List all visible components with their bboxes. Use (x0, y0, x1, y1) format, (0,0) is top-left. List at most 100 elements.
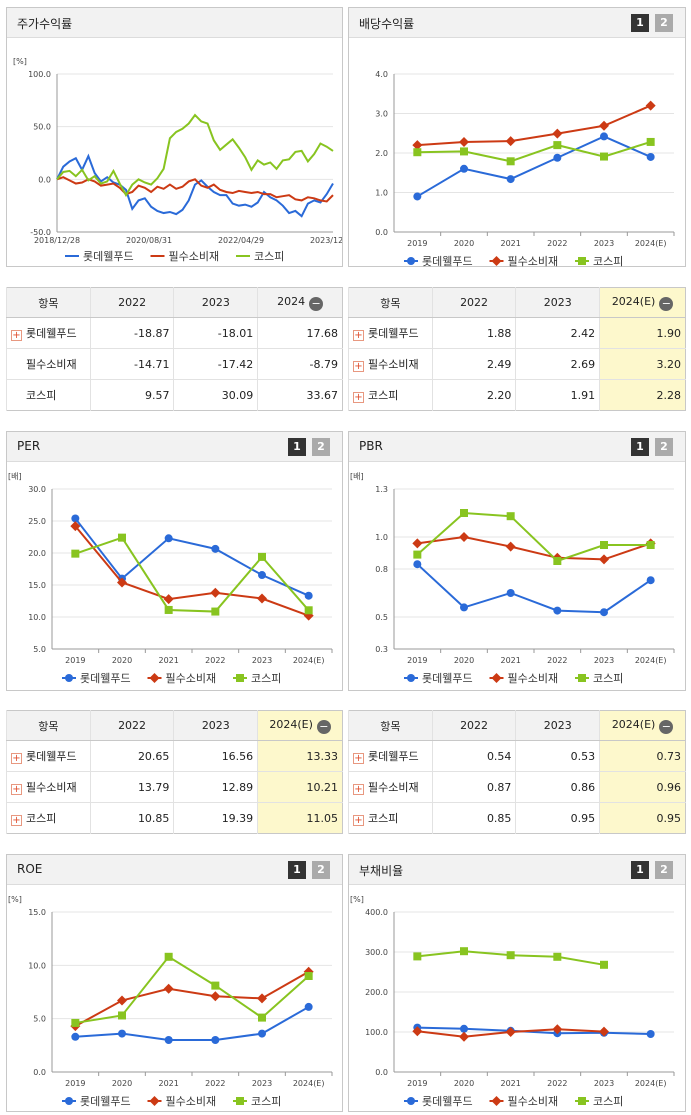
expand-icon[interactable]: + (11, 753, 22, 764)
col-header: 2024(E) − (599, 710, 686, 741)
x-tick-label: 2023 (252, 1079, 272, 1088)
data-point-square (211, 607, 220, 616)
data-point-circle (304, 591, 313, 600)
y-tick-label: 400.0 (365, 908, 388, 917)
data-point-square (304, 606, 313, 615)
table-cell: 3.20 (599, 348, 686, 380)
series-line (56, 153, 334, 218)
table-cell: 2.42 (515, 317, 600, 349)
view-2-button[interactable]: 2 (312, 438, 330, 456)
expand-icon[interactable]: + (11, 815, 22, 826)
data-point-diamond (491, 256, 502, 266)
data-point-diamond (599, 120, 609, 131)
data-point-circle (506, 175, 515, 184)
per-title: PER (17, 439, 41, 453)
view-2-button[interactable]: 2 (655, 861, 673, 879)
data-point-square (506, 951, 515, 960)
y-tick-label: 300.0 (365, 948, 388, 957)
view-2-button[interactable]: 2 (655, 438, 673, 456)
row-name-cell: + 코스피 (348, 379, 433, 411)
collapse-icon[interactable]: − (659, 719, 674, 734)
series-line (416, 563, 652, 614)
expand-icon[interactable]: + (353, 784, 364, 795)
collapse-icon[interactable]: − (309, 296, 324, 311)
legend-label: 코스피 (251, 1095, 281, 1108)
data-point-square (460, 509, 468, 517)
col-header: 2023 (173, 287, 258, 318)
data-point-square (506, 512, 515, 521)
data-point-circle (646, 152, 655, 161)
row-name: 필수소비재 (26, 781, 77, 794)
collapse-icon[interactable]: − (316, 719, 331, 734)
legend-label: 롯데웰푸드 (80, 672, 131, 685)
x-tick-label: 2022 (547, 656, 567, 665)
col-header: 항목 (6, 710, 91, 741)
expand-icon[interactable]: + (11, 330, 22, 341)
view-1-button[interactable]: 1 (288, 861, 306, 879)
expand-icon[interactable]: + (353, 361, 364, 372)
x-tick-label: 2019 (407, 656, 427, 665)
view-2-button[interactable]: 2 (312, 861, 330, 879)
y-tick-label: 1.3 (375, 485, 388, 494)
expand-icon[interactable]: + (11, 784, 22, 795)
legend-label: 롯데웰푸드 (422, 1095, 473, 1108)
col-header: 항목 (348, 710, 433, 741)
data-point-square (413, 148, 422, 157)
x-tick-label: 2021 (500, 656, 520, 665)
data-point-circle (258, 1029, 266, 1038)
view-1-button[interactable]: 1 (288, 438, 306, 456)
view-2-button[interactable]: 2 (655, 14, 673, 32)
roe-chart: [%] 15.0 10.0 5.0 0.0 2019 2020 2021 2022 2023 202… (8, 895, 333, 1108)
pbr-table: 항목 2022 2023 2024(E) − + 롯데웰푸드 0.54 0.53 0… (348, 710, 686, 834)
data-point-circle (118, 1029, 126, 1038)
debt-ratio-title: 부채비율 (359, 864, 404, 878)
x-tick-label: 2023 (252, 656, 272, 665)
expand-icon[interactable]: + (353, 392, 364, 403)
row-name: 롯데웰푸드 (368, 750, 419, 763)
y-tick-label: 20.0 (28, 549, 46, 558)
expand-icon[interactable]: + (353, 815, 364, 826)
data-point-diamond (505, 136, 516, 147)
data-point-circle (506, 589, 515, 597)
row-name-cell: + 필수소비재 (348, 348, 433, 380)
data-point-diamond (70, 521, 81, 532)
series-line (75, 1006, 310, 1041)
table-cell: -17.42 (173, 348, 258, 380)
x-tick-label: 2018/12/28 (34, 236, 80, 245)
x-tick-label: 2023 (594, 1079, 614, 1088)
table-cell: 1.90 (599, 317, 686, 349)
data-point-circle (71, 1032, 80, 1041)
view-1-button[interactable]: 1 (631, 14, 649, 32)
data-point-diamond (552, 128, 563, 139)
col-header: 2023 (515, 287, 600, 318)
table-cell: 11.05 (257, 802, 343, 834)
table-cell: 0.86 (515, 771, 600, 803)
col-header-label: 2024(E) (611, 717, 656, 731)
table-cell: 0.54 (431, 740, 516, 772)
x-tick-label: 2019 (407, 239, 427, 248)
table-cell: 17.68 (257, 317, 343, 349)
per-chart: [배] 30.0 25.0 20.0 15.0 10.0 5.0 2019 2020 2021 20… (8, 472, 333, 685)
expand-icon[interactable]: + (353, 753, 364, 764)
table-cell: 10.85 (89, 802, 174, 834)
legend-label: 필수소비재 (508, 672, 559, 685)
x-tick-label: 2022/04/29 (218, 236, 264, 245)
legend-label: 필수소비재 (166, 672, 217, 685)
row-name-cell: 코스피 (6, 379, 91, 411)
view-1-button[interactable]: 1 (631, 438, 649, 456)
data-point-circle (65, 674, 73, 682)
view-1-button[interactable]: 1 (631, 861, 649, 879)
data-point-circle (407, 674, 415, 682)
series-line (74, 517, 310, 597)
row-name: 코스피 (368, 389, 399, 402)
table-row: + 롯데웰푸드 20.65 16.56 13.33 (6, 740, 343, 772)
col-header-label: 2024(E) (611, 294, 656, 308)
collapse-icon[interactable]: − (659, 296, 674, 311)
data-point-circle (258, 571, 266, 580)
expand-icon[interactable]: + (353, 330, 364, 341)
data-point-square (578, 1097, 586, 1105)
x-tick-label: 2023 (594, 656, 614, 665)
data-point-circle (71, 514, 80, 523)
data-point-square (553, 557, 562, 565)
